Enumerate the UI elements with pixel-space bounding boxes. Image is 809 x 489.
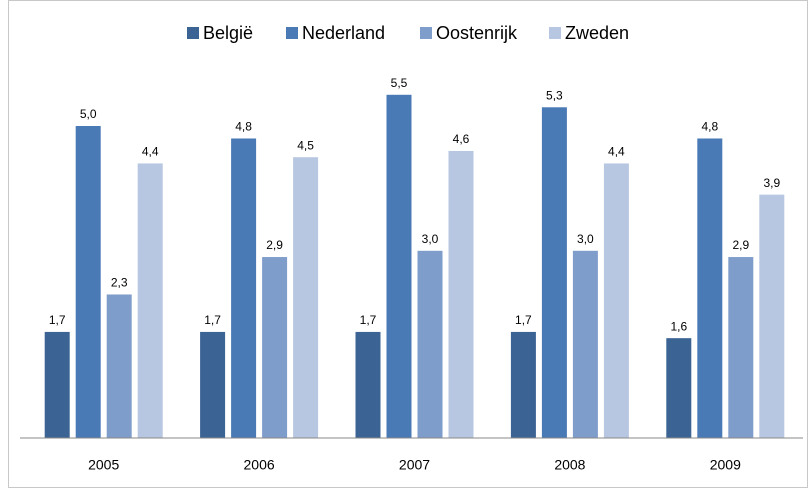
data-label: 4,8	[701, 120, 718, 134]
bar	[666, 338, 692, 438]
data-label: 5,5	[391, 76, 408, 90]
data-label: 5,3	[546, 88, 563, 102]
bar	[262, 257, 288, 438]
data-label: 2,9	[266, 238, 283, 252]
data-label: 3,0	[422, 232, 439, 246]
data-label: 3,0	[577, 232, 594, 246]
data-label: 4,4	[142, 145, 159, 159]
bar	[75, 126, 101, 438]
bar	[510, 331, 536, 438]
data-label: 2,3	[111, 276, 128, 290]
data-label: 5,0	[80, 107, 97, 121]
bar	[697, 138, 723, 439]
bar	[386, 94, 412, 439]
bar	[44, 331, 70, 438]
data-label: 4,6	[453, 132, 470, 146]
x-tick-label: 2009	[710, 457, 741, 473]
bar	[541, 107, 567, 438]
bar	[448, 150, 474, 438]
data-label: 1,7	[204, 313, 221, 327]
bar	[572, 250, 598, 438]
data-label: 1,7	[360, 313, 377, 327]
x-tick-label: 2005	[88, 457, 119, 473]
data-label: 1,7	[49, 313, 66, 327]
bar	[355, 331, 381, 438]
data-label: 1,7	[515, 313, 532, 327]
bar	[417, 250, 443, 438]
data-label: 4,8	[235, 120, 252, 134]
x-tick-label: 2006	[244, 457, 275, 473]
bar	[728, 257, 754, 438]
legend-swatch	[549, 27, 561, 39]
x-tick-label: 2008	[554, 457, 585, 473]
data-label: 2,9	[732, 238, 749, 252]
legend-label: Oostenrijk	[436, 23, 518, 43]
legend-swatch	[420, 27, 432, 39]
data-label: 3,9	[763, 176, 780, 190]
data-label: 1,6	[670, 319, 687, 333]
legend-label: Zweden	[565, 23, 629, 43]
bar	[603, 163, 629, 438]
bar	[759, 194, 785, 438]
x-tick-label: 2007	[399, 457, 430, 473]
bar	[231, 138, 257, 439]
legend-swatch	[286, 27, 298, 39]
legend-label: Nederland	[302, 23, 385, 43]
data-label: 4,5	[297, 138, 314, 152]
bar	[106, 294, 132, 438]
data-label: 4,4	[608, 145, 625, 159]
bar	[137, 163, 163, 438]
chart-frame	[8, 0, 808, 488]
legend-label: België	[203, 23, 253, 43]
bar	[200, 331, 226, 438]
legend-swatch	[187, 27, 199, 39]
bar	[293, 157, 319, 438]
